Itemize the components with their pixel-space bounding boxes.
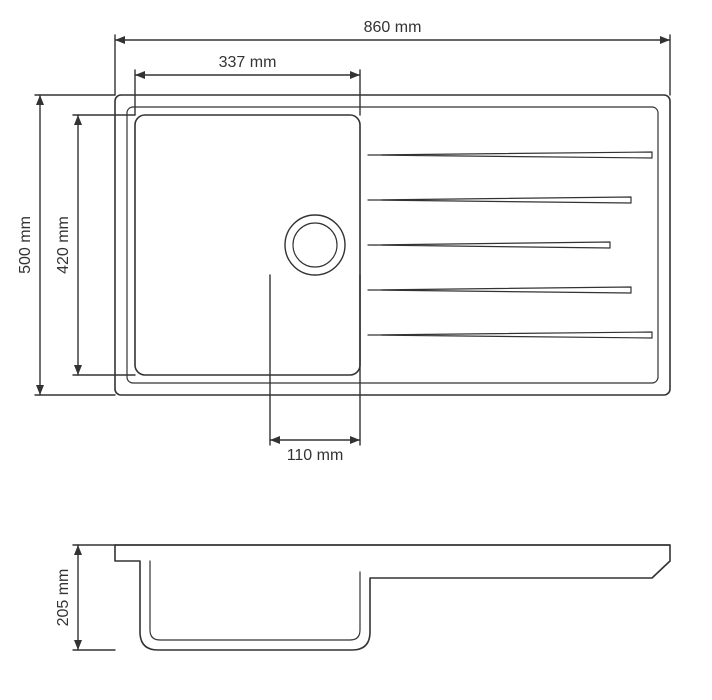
drainer-flute (368, 197, 631, 203)
technical-drawing: 860 mm 337 mm 500 mm 420 mm 110 mm 205 mm (0, 0, 712, 700)
dimension-label: 337 mm (219, 54, 277, 71)
dimension-label: 205 mm (55, 569, 72, 627)
drain-inner (293, 223, 337, 267)
drainer-flute (368, 287, 631, 293)
dimension-label: 860 mm (364, 19, 422, 36)
dimension-label: 110 mm (287, 447, 344, 464)
dimension-label: 500 mm (17, 216, 34, 274)
drainer-flute (368, 332, 652, 338)
sink-side-profile (115, 545, 670, 650)
drain-outer (285, 215, 345, 275)
dimension-label: 420 mm (55, 216, 72, 274)
drainer-flute (368, 242, 610, 248)
bowl-outline (135, 115, 360, 375)
sink-side-inner (150, 561, 360, 640)
drainer-flute (368, 152, 652, 158)
